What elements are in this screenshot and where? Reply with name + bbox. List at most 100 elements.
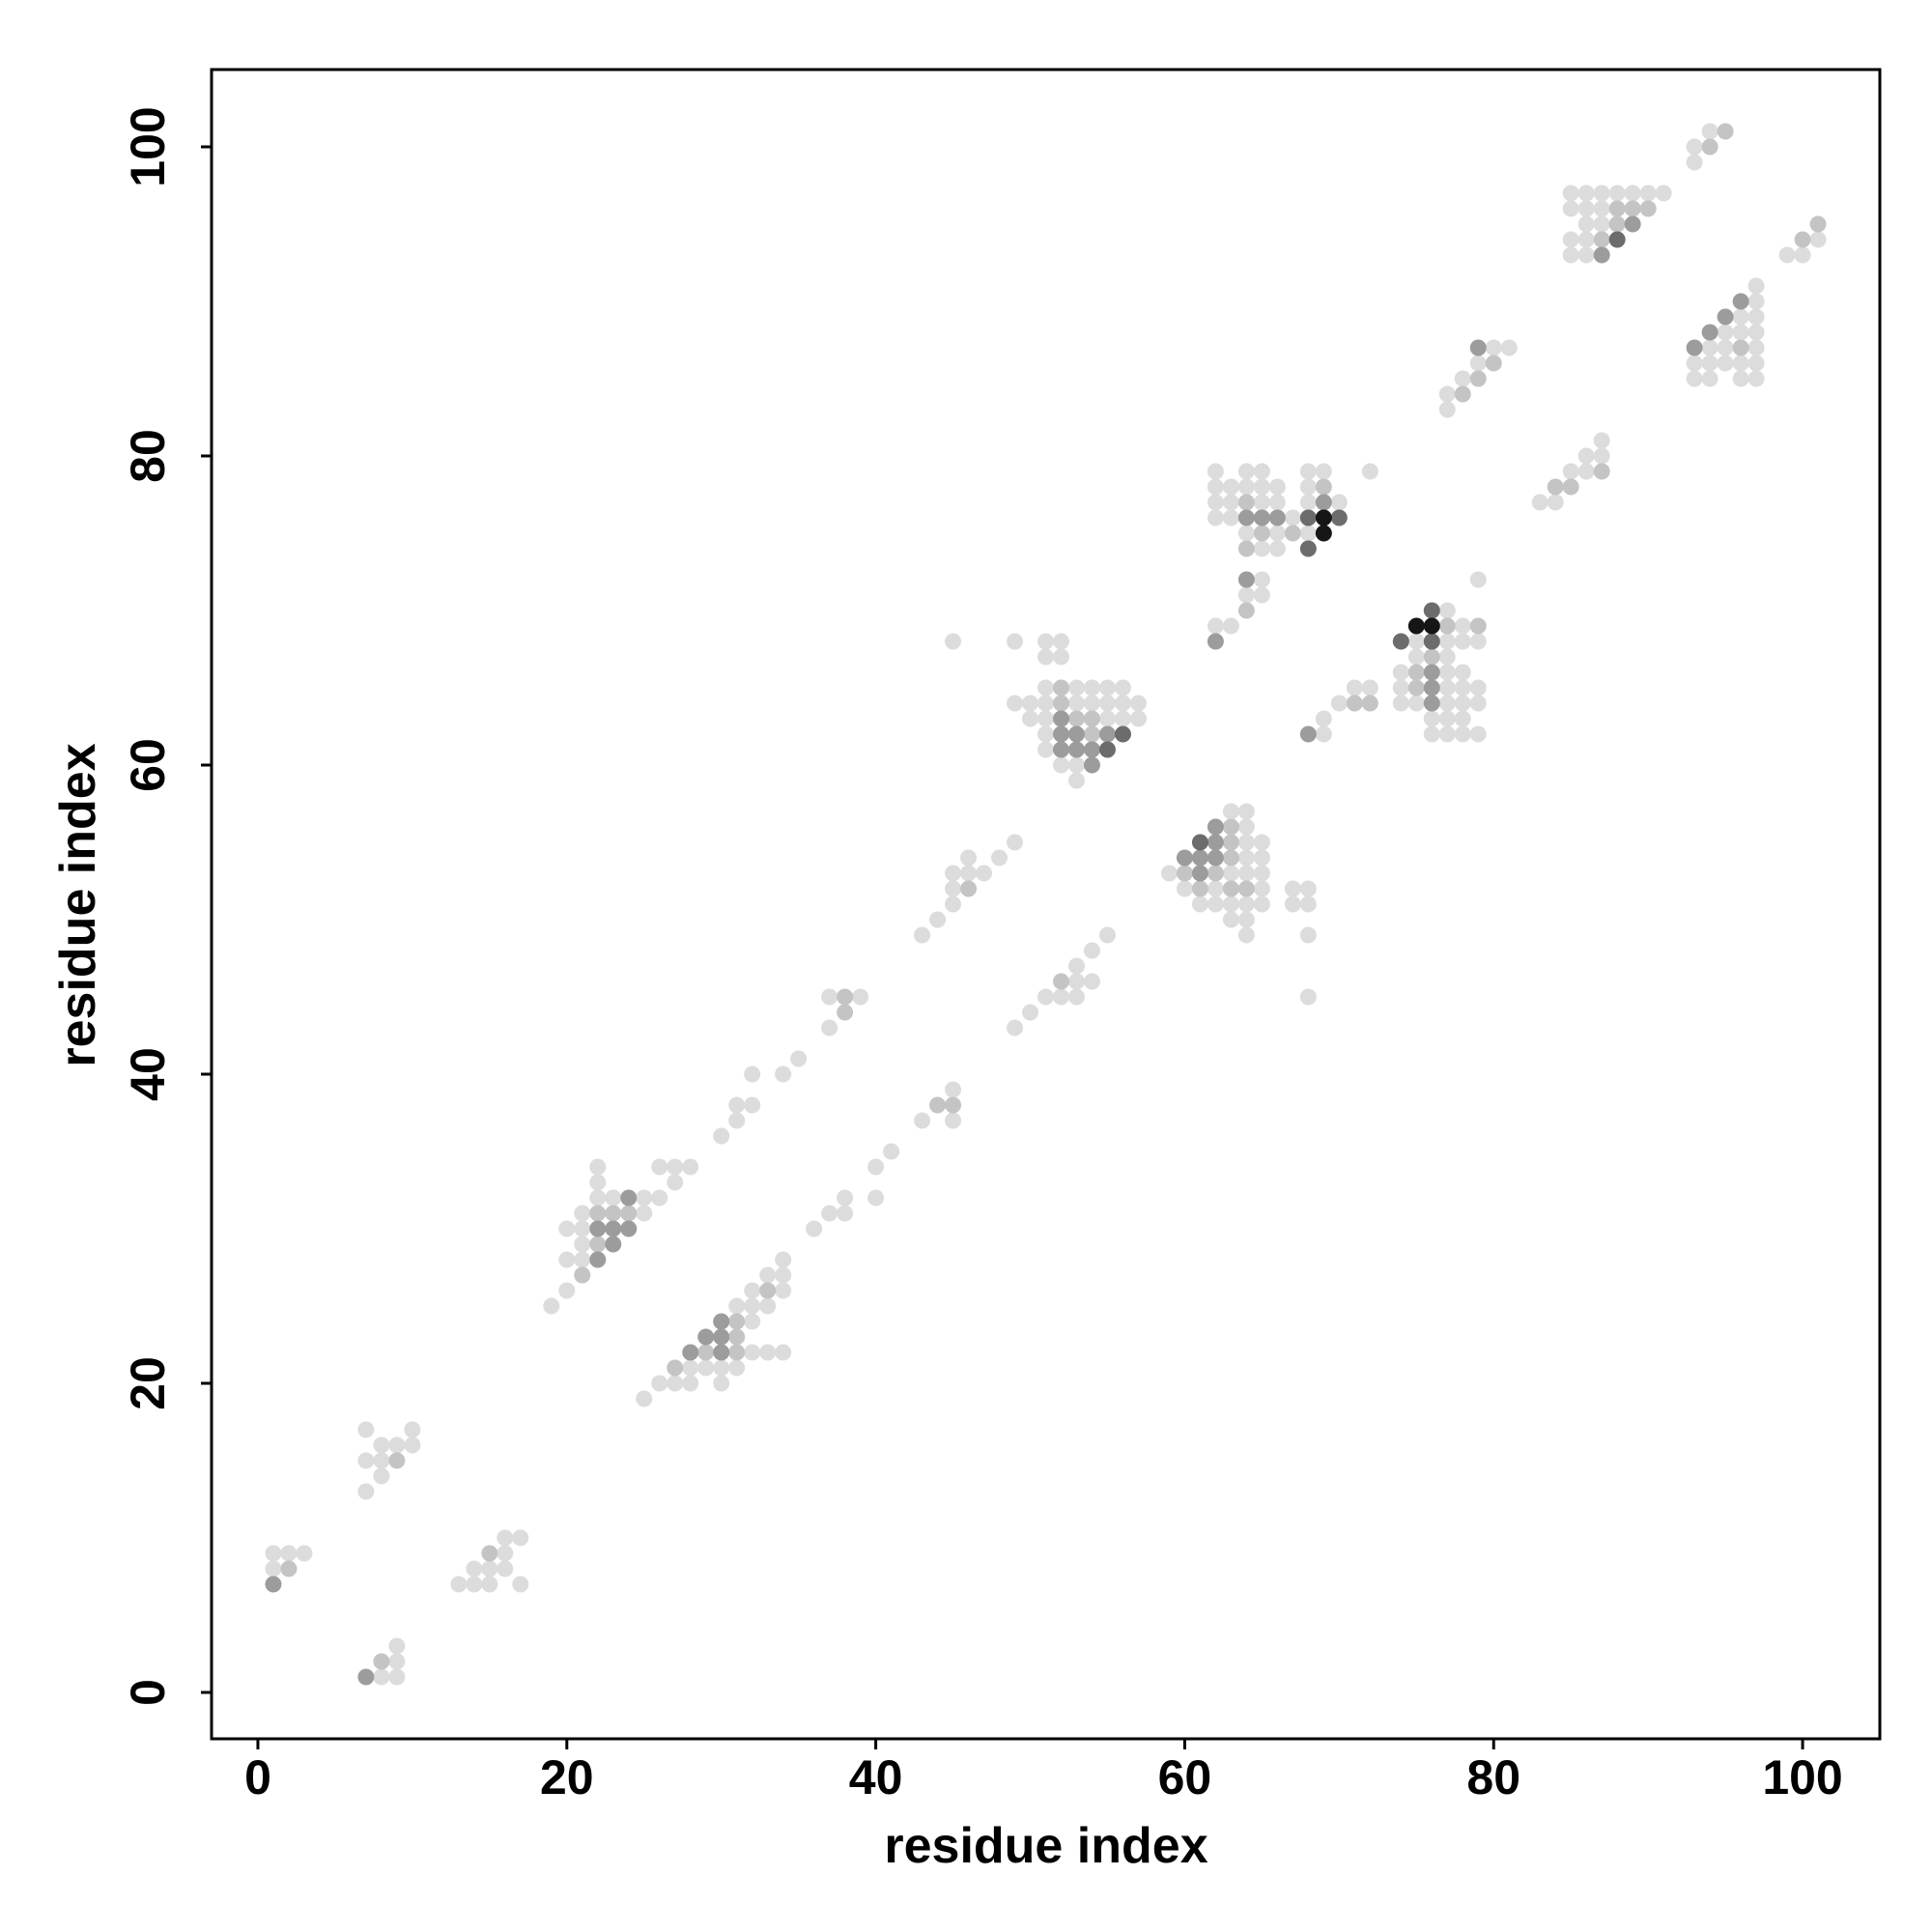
contact-point bbox=[667, 1375, 684, 1392]
contact-point bbox=[775, 1266, 792, 1284]
contact-point bbox=[1129, 695, 1147, 712]
contact-point bbox=[1454, 725, 1471, 743]
contact-point bbox=[1160, 865, 1178, 882]
contact-point bbox=[1067, 988, 1085, 1006]
contact-point bbox=[373, 1436, 390, 1454]
contact-point bbox=[1747, 355, 1765, 372]
contact-point bbox=[1067, 695, 1085, 712]
contact-point bbox=[1423, 664, 1440, 681]
contact-point bbox=[357, 1483, 375, 1500]
contact-point bbox=[1686, 355, 1703, 372]
contact-point bbox=[682, 1359, 699, 1377]
contact-point bbox=[1207, 617, 1224, 635]
contact-point bbox=[1098, 695, 1116, 712]
contact-point bbox=[404, 1421, 421, 1438]
contact-point bbox=[1022, 710, 1039, 727]
contact-point bbox=[1268, 540, 1286, 557]
contact-point bbox=[1469, 679, 1487, 696]
contact-point bbox=[1454, 710, 1471, 727]
contact-point bbox=[1052, 633, 1069, 650]
contact-point bbox=[1237, 602, 1255, 619]
contact-point bbox=[1067, 772, 1085, 789]
contact-point bbox=[728, 1112, 746, 1129]
contact-point bbox=[1284, 525, 1301, 542]
contact-point bbox=[1423, 725, 1440, 743]
contact-point bbox=[1253, 865, 1270, 882]
contact-point bbox=[636, 1205, 653, 1222]
contact-point bbox=[1423, 695, 1440, 712]
contact-point bbox=[1222, 865, 1239, 882]
contact-point bbox=[373, 1668, 390, 1686]
contact-point bbox=[388, 1668, 406, 1686]
contact-point bbox=[1469, 633, 1487, 650]
contact-point bbox=[1253, 571, 1270, 588]
contact-point bbox=[945, 1096, 962, 1114]
contact-point bbox=[512, 1576, 529, 1593]
contact-point bbox=[1237, 895, 1255, 913]
contact-point bbox=[1454, 633, 1471, 650]
contact-point bbox=[1253, 849, 1270, 867]
contact-point bbox=[651, 1158, 668, 1176]
contact-point bbox=[574, 1220, 591, 1237]
contact-point bbox=[1222, 494, 1239, 511]
contact-point bbox=[1608, 200, 1626, 217]
contact-point bbox=[1083, 695, 1100, 712]
contact-point bbox=[1222, 880, 1239, 897]
contact-point bbox=[1469, 370, 1487, 387]
contact-point bbox=[1237, 880, 1255, 897]
contact-point bbox=[1299, 525, 1317, 542]
contact-point bbox=[1191, 880, 1208, 897]
contact-point bbox=[713, 1344, 730, 1361]
contact-point bbox=[1052, 973, 1069, 990]
contact-point bbox=[1037, 679, 1054, 696]
contact-point bbox=[388, 1653, 406, 1670]
contact-point bbox=[1593, 200, 1610, 217]
y-tick-label: 100 bbox=[121, 106, 175, 186]
contact-point bbox=[713, 1127, 730, 1145]
y-tick-label: 60 bbox=[121, 738, 175, 792]
contact-point bbox=[682, 1375, 699, 1392]
contact-point bbox=[697, 1328, 715, 1346]
contact-point bbox=[960, 865, 978, 882]
contact-point bbox=[1052, 648, 1069, 666]
contact-point bbox=[1717, 339, 1734, 356]
contact-point bbox=[1701, 355, 1719, 372]
contact-point bbox=[1268, 509, 1286, 526]
contact-point bbox=[744, 1313, 761, 1330]
contact-point bbox=[1207, 865, 1224, 882]
contact-point bbox=[1346, 695, 1363, 712]
contact-point bbox=[1083, 741, 1100, 758]
contact-point bbox=[1547, 494, 1564, 511]
contact-point bbox=[1067, 957, 1085, 975]
contact-point bbox=[1407, 633, 1425, 650]
contact-point bbox=[713, 1328, 730, 1346]
contact-point bbox=[867, 1158, 885, 1176]
contact-point bbox=[1562, 246, 1579, 264]
contact-point bbox=[1067, 741, 1085, 758]
contact-point bbox=[1299, 509, 1317, 526]
contact-point bbox=[497, 1560, 514, 1577]
contact-point bbox=[1608, 185, 1626, 202]
contact-point bbox=[589, 1174, 607, 1191]
contact-point bbox=[1268, 494, 1286, 511]
contact-point bbox=[1438, 695, 1456, 712]
contact-point bbox=[1191, 895, 1208, 913]
contact-point bbox=[960, 880, 978, 897]
contact-point bbox=[1253, 895, 1270, 913]
contact-point bbox=[1222, 478, 1239, 496]
contact-point bbox=[775, 1282, 792, 1299]
contact-point bbox=[1237, 926, 1255, 944]
contact-point bbox=[837, 1004, 854, 1021]
contact-point bbox=[821, 1205, 838, 1222]
contact-point bbox=[976, 865, 993, 882]
x-tick-label: 60 bbox=[1158, 1750, 1212, 1804]
contact-point bbox=[1315, 725, 1332, 743]
contact-point bbox=[1067, 725, 1085, 743]
contact-point bbox=[728, 1096, 746, 1114]
contact-point bbox=[589, 1220, 607, 1237]
contact-point bbox=[837, 1205, 854, 1222]
contact-point bbox=[1207, 849, 1224, 867]
contact-point bbox=[1469, 355, 1487, 372]
contact-point bbox=[728, 1359, 746, 1377]
contact-point bbox=[1007, 834, 1024, 851]
